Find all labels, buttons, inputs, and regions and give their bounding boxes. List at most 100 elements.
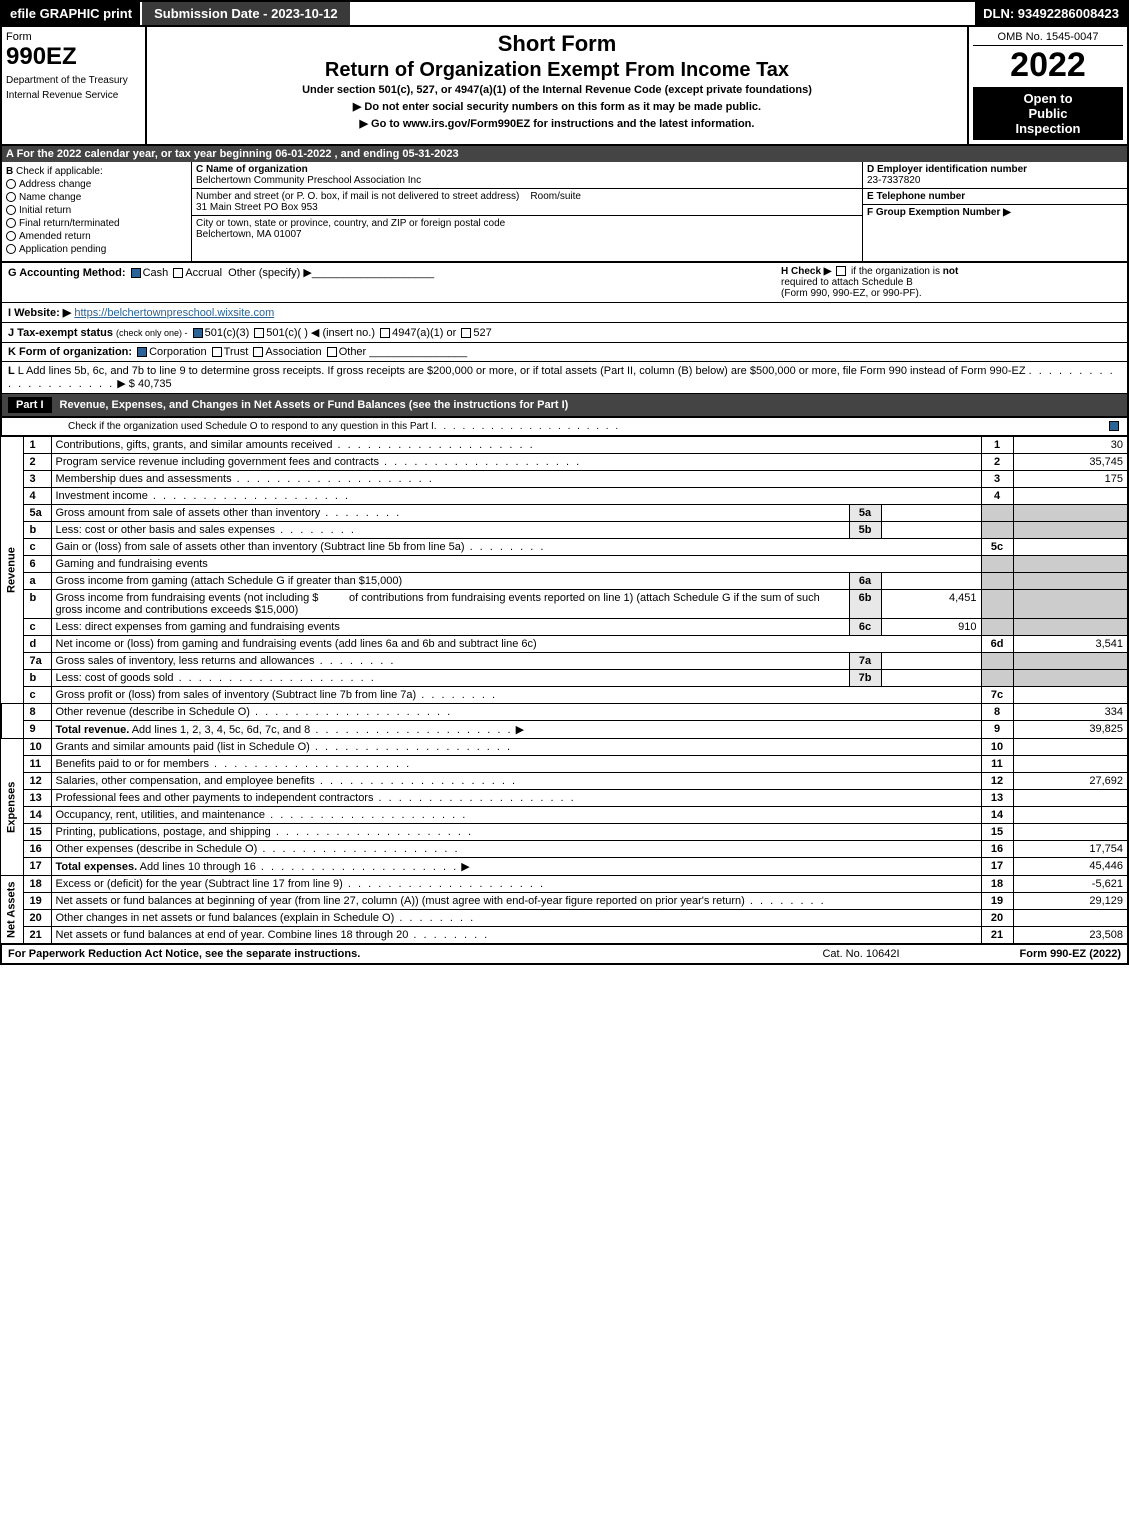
org-name-row: C Name of organization Belchertown Commu… [192,162,862,189]
table-row: Revenue 1Contributions, gifts, grants, a… [1,437,1128,454]
table-row: 9Total revenue. Add lines 1, 2, 3, 4, 5c… [1,721,1128,739]
org-name: Belchertown Community Preschool Associat… [196,175,421,186]
ein: 23-7337820 [867,175,920,186]
return-title: Return of Organization Exempt From Incom… [151,59,963,82]
table-row: cGain or (loss) from sale of assets othe… [1,539,1128,556]
dept-irs: Internal Revenue Service [6,90,141,101]
checkbox-trust-icon[interactable] [212,347,222,357]
line-3-val: 175 [1013,471,1128,488]
chk-application-pending: Application pending [6,244,187,255]
checkbox-icon[interactable] [6,192,16,202]
tax-year: 2022 [973,46,1123,85]
line-8-val: 334 [1013,704,1128,721]
table-row: 3Membership dues and assessments3175 [1,471,1128,488]
street-address: 31 Main Street PO Box 953 [196,202,318,213]
section-f: F Group Exemption Number ▶ [863,205,1127,220]
efile-label[interactable]: efile GRAPHIC print [2,2,140,25]
checkbox-icon[interactable] [6,218,16,228]
checkbox-527-icon[interactable] [461,328,471,338]
section-k: K Form of organization: Corporation Trus… [0,343,1129,362]
checkbox-assoc-icon[interactable] [253,347,263,357]
website-link[interactable]: https://belchertownpreschool.wixsite.com [74,307,274,319]
chk-address-change: Address change [6,179,187,190]
checkbox-icon[interactable] [6,231,16,241]
line-19-val: 29,129 [1013,893,1128,910]
table-row: 21Net assets or fund balances at end of … [1,927,1128,944]
street-row: Number and street (or P. O. box, if mail… [192,189,862,216]
table-row: 11Benefits paid to or for members11 [1,756,1128,773]
checkbox-4947-icon[interactable] [380,328,390,338]
form-number: 990EZ [6,43,141,71]
dept-treasury: Department of the Treasury [6,75,141,86]
table-row: 12Salaries, other compensation, and empl… [1,773,1128,790]
gross-receipts: 40,735 [138,378,172,390]
dln: DLN: 93492286008423 [975,2,1127,25]
topbar: efile GRAPHIC print Submission Date - 20… [0,0,1129,27]
section-d: D Employer identification number 23-7337… [863,162,1127,189]
city-row: City or town, state or province, country… [192,216,862,242]
header: Form 990EZ Department of the Treasury In… [0,27,1129,146]
table-row: 5aGross amount from sale of assets other… [1,505,1128,522]
line-9-val: 39,825 [1013,721,1128,739]
section-l: L L Add lines 5b, 6c, and 7b to line 9 t… [0,362,1129,394]
omb-number: OMB No. 1545-0047 [973,31,1123,46]
section-a: A For the 2022 calendar year, or tax yea… [0,146,1129,162]
checkbox-icon[interactable] [6,244,16,254]
catalog-number: Cat. No. 10642I [822,948,899,960]
form-footer: Form 990-EZ (2022) [1020,948,1121,960]
line-12-val: 27,692 [1013,773,1128,790]
line-6b-val: 4,451 [881,590,981,619]
checkbox-schedule-b-icon[interactable] [836,266,846,276]
table-row: 14Occupancy, rent, utilities, and mainte… [1,807,1128,824]
table-row: 16Other expenses (describe in Schedule O… [1,841,1128,858]
line-17-val: 45,446 [1013,858,1128,876]
info-grid: B Check if applicable: Address change Na… [0,162,1129,263]
subtitle: Under section 501(c), 527, or 4947(a)(1)… [151,84,963,96]
section-h: H Check ▶ if the organization is not req… [781,266,1121,299]
line-18-val: -5,621 [1013,876,1128,893]
section-c: C Name of organization Belchertown Commu… [192,162,862,261]
checkbox-schedule-o-icon[interactable] [1109,421,1119,431]
table-row: 19Net assets or fund balances at beginni… [1,893,1128,910]
line-21-val: 23,508 [1013,927,1128,944]
paperwork-notice: For Paperwork Reduction Act Notice, see … [8,948,360,960]
checkbox-corp-icon[interactable] [137,347,147,357]
checkbox-other-icon[interactable] [327,347,337,357]
part-1-check: Check if the organization used Schedule … [0,418,1129,436]
table-row: cLess: direct expenses from gaming and f… [1,619,1128,636]
section-e: E Telephone number [863,189,1127,205]
table-row: 7aGross sales of inventory, less returns… [1,653,1128,670]
chk-initial-return: Initial return [6,205,187,216]
table-row: 2Program service revenue including gover… [1,454,1128,471]
table-row: 17Total expenses. Add lines 10 through 1… [1,858,1128,876]
header-center: Short Form Return of Organization Exempt… [147,27,967,144]
section-b: B Check if applicable: Address change Na… [2,162,192,261]
part-title: Revenue, Expenses, and Changes in Net As… [60,399,569,411]
chk-name-change: Name change [6,192,187,203]
checkbox-icon[interactable] [6,205,16,215]
table-row: 6Gaming and fundraising events [1,556,1128,573]
table-row: 20Other changes in net assets or fund ba… [1,910,1128,927]
header-right: OMB No. 1545-0047 2022 Open to Public In… [967,27,1127,144]
section-g: G Accounting Method: Cash Accrual Other … [8,266,781,299]
checkbox-501c-icon[interactable] [254,328,264,338]
form-label: Form [6,31,141,43]
line-16-val: 17,754 [1013,841,1128,858]
table-row: bLess: cost or other basis and sales exp… [1,522,1128,539]
table-row: 4Investment income4 [1,488,1128,505]
checkbox-accrual-icon[interactable] [173,268,183,278]
table-row: aGross income from gaming (attach Schedu… [1,573,1128,590]
sections-def: D Employer identification number 23-7337… [862,162,1127,261]
section-g-h: G Accounting Method: Cash Accrual Other … [0,263,1129,303]
checkbox-icon[interactable] [6,179,16,189]
table-row: dNet income or (loss) from gaming and fu… [1,636,1128,653]
table-row: Net Assets 18Excess or (deficit) for the… [1,876,1128,893]
checkbox-501c3-icon[interactable] [193,328,203,338]
table-row: 15Printing, publications, postage, and s… [1,824,1128,841]
part-tab: Part I [8,397,52,413]
line-4-val [1013,488,1128,505]
city-state-zip: Belchertown, MA 01007 [196,229,302,240]
checkbox-cash-icon[interactable] [131,268,141,278]
footer: For Paperwork Reduction Act Notice, see … [0,944,1129,965]
chk-final-return: Final return/terminated [6,218,187,229]
